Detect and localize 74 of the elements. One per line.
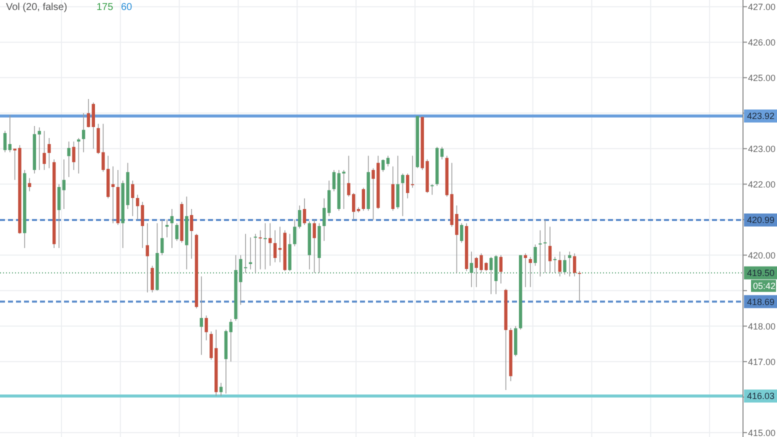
ref-line-label: 416.03 — [747, 391, 775, 402]
candlestick — [312, 219, 316, 274]
candlestick — [150, 265, 154, 293]
ref-line-label: 418.69 — [747, 296, 775, 307]
annotation: Vol (20, false) — [6, 2, 68, 13]
candlestick — [298, 205, 302, 229]
candlestick — [200, 276, 203, 356]
candlestick — [258, 230, 262, 270]
candlestick — [430, 184, 434, 196]
candlestick — [28, 178, 32, 192]
candlestick — [264, 222, 267, 270]
candlestick — [460, 222, 464, 244]
candlestick — [38, 126, 41, 170]
candlestick — [229, 318, 232, 362]
y-tick-label: 426.00 — [748, 37, 776, 48]
candlestick — [524, 252, 528, 288]
candlestick — [396, 155, 400, 210]
annotation: 60 — [121, 2, 133, 13]
ref-line-label: 419.50 — [747, 268, 775, 278]
candlestick — [440, 146, 444, 160]
text: 05:42 — [753, 281, 776, 292]
candlestick — [3, 130, 7, 153]
candlestick — [131, 180, 134, 216]
y-tick-label: 420.00 — [748, 250, 776, 260]
candlestick — [111, 166, 115, 224]
candlestick — [401, 173, 404, 216]
candlestick — [248, 236, 252, 270]
y-tick-label: 422.00 — [748, 179, 776, 190]
candlestick — [57, 184, 61, 248]
candlestick — [273, 230, 277, 263]
candlestick — [136, 194, 140, 220]
candlestick — [410, 155, 414, 188]
candlestick — [534, 244, 537, 266]
annotation: 175 — [96, 2, 114, 13]
candlestick — [67, 141, 70, 178]
candlestick — [302, 198, 306, 226]
candlestick — [268, 222, 272, 266]
candlestick — [42, 130, 46, 170]
y-tick-label: 415.00 — [748, 428, 776, 437]
candlestick — [578, 270, 582, 302]
candlestick — [278, 226, 282, 263]
candlestick — [8, 114, 12, 153]
y-tick-label: 418.00 — [748, 321, 776, 332]
candlestick — [92, 102, 95, 150]
y-tick-label: 423.00 — [748, 144, 776, 154]
candlestick — [86, 98, 90, 128]
candlestick — [146, 222, 149, 293]
candlestick — [386, 155, 390, 167]
candlestick — [406, 173, 410, 199]
candlestick — [381, 158, 385, 172]
candlestick — [72, 141, 76, 170]
candlestick — [77, 138, 80, 174]
candlestick — [175, 222, 178, 242]
candlestick — [332, 170, 336, 192]
candlestick — [140, 202, 144, 248]
candlestick — [572, 252, 576, 277]
candlestick — [190, 208, 194, 260]
candlestick — [499, 254, 503, 284]
candlestick — [293, 219, 296, 247]
candlestick — [82, 112, 86, 153]
candlestick — [62, 158, 66, 210]
candlestick — [48, 138, 51, 169]
candlestick — [170, 208, 174, 248]
candlestick — [160, 219, 164, 256]
ref-line-label: 420.99 — [747, 215, 775, 226]
ref-line-label: 423.92 — [747, 111, 775, 122]
y-tick-label: 427.00 — [748, 2, 776, 12]
candlestick — [362, 187, 366, 212]
candlestick — [528, 256, 532, 288]
candlestick — [204, 315, 208, 341]
y-tick-label: 417.00 — [748, 356, 776, 367]
y-tick-label: 425.00 — [748, 72, 776, 83]
candlestick — [548, 226, 552, 274]
candlestick — [558, 251, 562, 277]
